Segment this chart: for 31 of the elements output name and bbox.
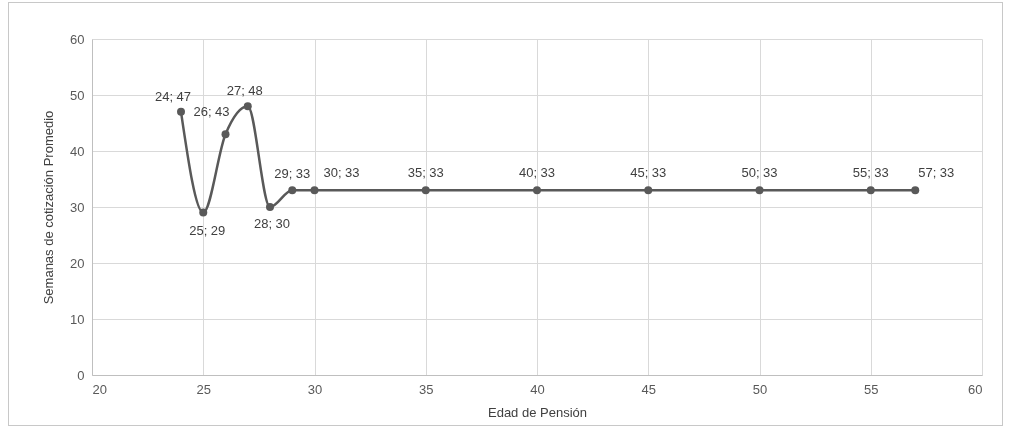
x-tick-label: 35 <box>419 381 434 397</box>
data-label: 24; 47 <box>154 88 192 104</box>
data-label: 50; 33 <box>741 165 778 181</box>
y-tick-label: 0 <box>77 367 85 383</box>
x-tick-label: 55 <box>864 381 879 397</box>
x-tick-label: 25 <box>196 381 211 397</box>
data-label: 45; 33 <box>630 165 667 181</box>
y-tick-label: 60 <box>70 31 85 47</box>
x-tick-label: 30 <box>307 381 323 397</box>
x-tick-label: 40 <box>530 381 545 397</box>
y-tick-label: 40 <box>70 143 85 159</box>
data-label: 28; 30 <box>253 216 291 231</box>
data-label: 30; 33 <box>323 165 360 181</box>
x-tick-label: 45 <box>641 381 656 397</box>
x-tick-label: 60 <box>968 381 983 397</box>
data-label: 57; 33 <box>918 165 955 181</box>
y-tick-label: 30 <box>70 199 85 215</box>
y-tick-label: 20 <box>70 255 85 271</box>
y-axis-title: Semanas de cotización Promedio <box>41 110 57 305</box>
x-tick-label: 50 <box>752 381 768 397</box>
data-label: 40; 33 <box>518 165 556 181</box>
data-label: 29; 33 <box>274 166 311 182</box>
x-tick-label: 20 <box>92 381 107 397</box>
data-label: 27; 48 <box>226 83 263 99</box>
data-label: 25; 29 <box>189 222 226 238</box>
x-axis-title: Edad de Pensión <box>487 404 588 420</box>
y-tick-label: 10 <box>70 311 85 327</box>
data-label: 26; 43 <box>193 104 230 120</box>
data-label: 55; 33 <box>852 165 889 181</box>
y-tick-label: 50 <box>70 87 85 103</box>
data-label: 35; 33 <box>407 165 444 181</box>
